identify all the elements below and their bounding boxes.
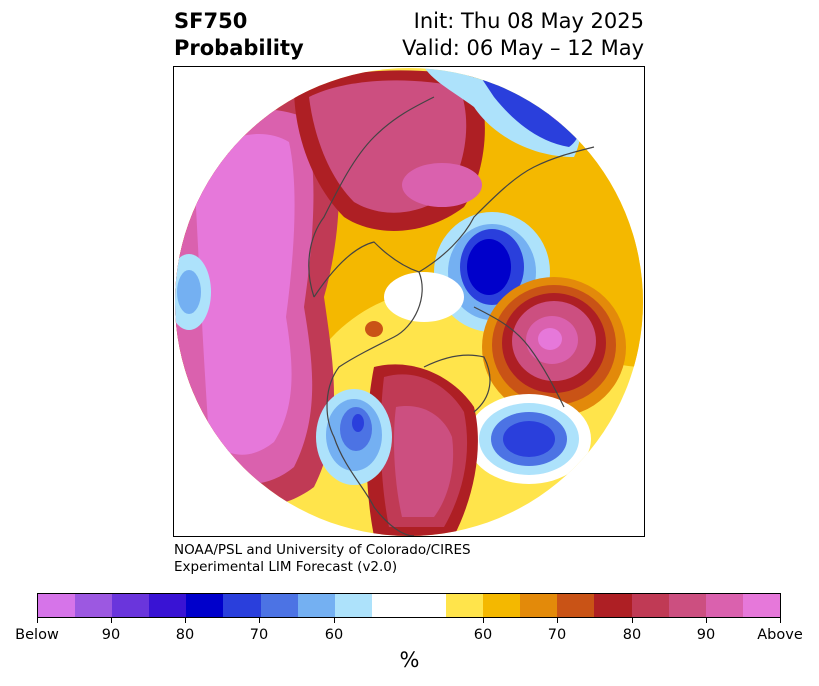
- colorbar-swatch: [705, 594, 743, 617]
- colorbar-tick-label: 90: [101, 627, 121, 643]
- colorbar-tickmark: [334, 618, 335, 623]
- colorbar-tick-label: Below: [15, 627, 59, 643]
- forecast-map: [173, 66, 645, 537]
- probability-title: Probability: [174, 36, 304, 60]
- colorbar-swatch: [112, 594, 150, 617]
- colorbar-tick-label: 80: [622, 627, 642, 643]
- colorbar-swatch: [75, 594, 113, 617]
- coastlines: [308, 96, 595, 536]
- colorbar-swatch: [446, 594, 484, 617]
- credit: NOAA/PSL and University of Colorado/CIRE…: [174, 542, 471, 576]
- colorbar-swatch: [223, 594, 261, 617]
- colorbar-swatch: [149, 594, 187, 617]
- init-date: Init: Thu 08 May 2025: [413, 9, 644, 33]
- colorbar-tick-label: 90: [696, 627, 716, 643]
- colorbar-tick-label: 70: [547, 627, 567, 643]
- valid-period: Valid: 06 May – 12 May: [402, 36, 644, 60]
- colorbar-swatch: [334, 594, 372, 617]
- title-left: SF750 Probability: [174, 8, 304, 62]
- anomaly-field: [175, 68, 643, 536]
- colorbar-tickmark: [557, 618, 558, 623]
- colorbar-swatch: [520, 594, 558, 617]
- colorbar-tick-label: 80: [175, 627, 195, 643]
- colorbar-swatch: [594, 594, 632, 617]
- colorbar-tickmark: [632, 618, 633, 623]
- colorbar-tickmark: [780, 618, 781, 623]
- colorbar-tickmark: [37, 618, 38, 623]
- colorbar-tickmark: [111, 618, 112, 623]
- colorbar-tickmark: [185, 618, 186, 623]
- colorbar-swatch: [483, 594, 521, 617]
- variable-title: SF750: [174, 9, 248, 33]
- colorbar-swatch: [631, 594, 669, 617]
- colorbar-label: %: [399, 648, 420, 672]
- colorbar-swatch: [668, 594, 706, 617]
- colorbar-swatch: [371, 594, 447, 617]
- credit-line-1: NOAA/PSL and University of Colorado/CIRE…: [174, 542, 471, 558]
- colorbar-swatch: [260, 594, 298, 617]
- colorbar-swatch: [38, 594, 76, 617]
- colorbar: [37, 593, 781, 618]
- colorbar-tick-label: 60: [324, 627, 344, 643]
- colorbar-swatch: [186, 594, 224, 617]
- colorbar-swatch: [742, 594, 780, 617]
- colorbar-tick-label: Above: [757, 627, 803, 643]
- colorbar-tickmark: [483, 618, 484, 623]
- colorbar-swatch: [297, 594, 335, 617]
- credit-line-2: Experimental LIM Forecast (v2.0): [174, 559, 398, 575]
- colorbar-tickmark: [706, 618, 707, 623]
- colorbar-tick-label: 60: [473, 627, 493, 643]
- colorbar-swatch: [557, 594, 595, 617]
- forecast-map-svg: [175, 68, 643, 536]
- colorbar-tick-label: 70: [249, 627, 269, 643]
- title-right: Init: Thu 08 May 2025 Valid: 06 May – 12…: [402, 8, 644, 62]
- colorbar-tickmark: [259, 618, 260, 623]
